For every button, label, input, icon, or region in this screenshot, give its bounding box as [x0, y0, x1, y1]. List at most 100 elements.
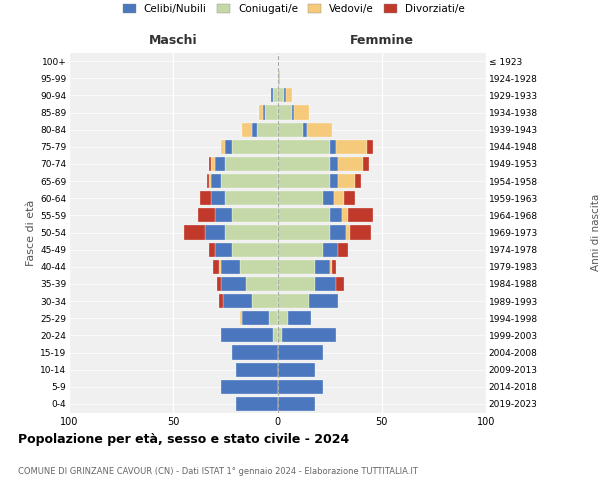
Bar: [277, 157, 329, 171]
Bar: [315, 277, 336, 291]
Bar: [315, 260, 329, 274]
Bar: [184, 226, 205, 239]
Bar: [288, 311, 311, 325]
Bar: [236, 397, 277, 411]
Bar: [355, 174, 361, 188]
Bar: [329, 157, 338, 171]
Bar: [277, 311, 288, 325]
Bar: [323, 242, 338, 256]
Bar: [198, 208, 215, 222]
Bar: [200, 191, 211, 205]
Text: COMUNE DI GRINZANE CAVOUR (CN) - Dati ISTAT 1° gennaio 2024 - Elaborazione TUTTI: COMUNE DI GRINZANE CAVOUR (CN) - Dati IS…: [18, 468, 418, 476]
Bar: [219, 294, 223, 308]
Bar: [221, 140, 226, 154]
Bar: [277, 226, 329, 239]
Bar: [242, 122, 253, 136]
Bar: [271, 88, 274, 102]
Bar: [336, 140, 367, 154]
Bar: [307, 122, 332, 136]
Bar: [294, 106, 309, 120]
Bar: [226, 191, 277, 205]
Bar: [277, 277, 315, 291]
Bar: [344, 191, 355, 205]
Bar: [236, 362, 277, 376]
Bar: [334, 191, 344, 205]
Bar: [336, 277, 344, 291]
Bar: [215, 157, 226, 171]
Bar: [221, 380, 277, 394]
Bar: [367, 140, 373, 154]
Bar: [346, 226, 350, 239]
Bar: [221, 277, 246, 291]
Bar: [277, 294, 309, 308]
Bar: [277, 380, 323, 394]
Bar: [226, 140, 232, 154]
Bar: [209, 157, 211, 171]
Bar: [277, 346, 323, 360]
Bar: [349, 208, 373, 222]
Bar: [240, 260, 277, 274]
Bar: [217, 277, 221, 291]
Bar: [286, 88, 292, 102]
Bar: [277, 208, 329, 222]
Bar: [253, 294, 277, 308]
Legend: Celibi/Nubili, Coniugati/e, Vedovi/e, Divorziati/e: Celibi/Nubili, Coniugati/e, Vedovi/e, Di…: [119, 0, 469, 18]
Bar: [232, 242, 277, 256]
Bar: [329, 140, 336, 154]
Bar: [363, 157, 369, 171]
Bar: [292, 106, 294, 120]
Bar: [277, 71, 280, 85]
Text: Maschi: Maschi: [149, 34, 197, 48]
Bar: [269, 311, 277, 325]
Bar: [257, 122, 277, 136]
Bar: [274, 88, 277, 102]
Bar: [329, 260, 332, 274]
Bar: [277, 106, 292, 120]
Bar: [284, 88, 286, 102]
Bar: [221, 260, 240, 274]
Bar: [226, 157, 277, 171]
Bar: [211, 174, 221, 188]
Bar: [323, 191, 334, 205]
Bar: [263, 106, 265, 120]
Bar: [277, 174, 329, 188]
Bar: [246, 277, 277, 291]
Bar: [215, 242, 232, 256]
Bar: [223, 294, 253, 308]
Text: Femmine: Femmine: [350, 34, 414, 48]
Y-axis label: Anni di nascita: Anni di nascita: [592, 194, 600, 271]
Bar: [277, 260, 315, 274]
Bar: [211, 191, 226, 205]
Bar: [209, 242, 215, 256]
Bar: [309, 294, 338, 308]
Bar: [338, 242, 349, 256]
Bar: [277, 242, 323, 256]
Bar: [277, 328, 281, 342]
Bar: [342, 208, 349, 222]
Bar: [221, 174, 277, 188]
Bar: [329, 208, 342, 222]
Bar: [232, 140, 277, 154]
Bar: [211, 157, 215, 171]
Bar: [281, 328, 336, 342]
Bar: [221, 328, 274, 342]
Bar: [213, 260, 219, 274]
Bar: [329, 174, 338, 188]
Bar: [302, 122, 307, 136]
Bar: [232, 346, 277, 360]
Bar: [277, 88, 284, 102]
Bar: [253, 122, 257, 136]
Y-axis label: Fasce di età: Fasce di età: [26, 200, 36, 266]
Bar: [265, 106, 277, 120]
Bar: [219, 260, 221, 274]
Bar: [329, 226, 346, 239]
Bar: [277, 362, 315, 376]
Bar: [338, 157, 363, 171]
Bar: [259, 106, 263, 120]
Bar: [277, 140, 329, 154]
Bar: [242, 311, 269, 325]
Bar: [350, 226, 371, 239]
Bar: [274, 328, 277, 342]
Bar: [209, 174, 211, 188]
Bar: [206, 174, 209, 188]
